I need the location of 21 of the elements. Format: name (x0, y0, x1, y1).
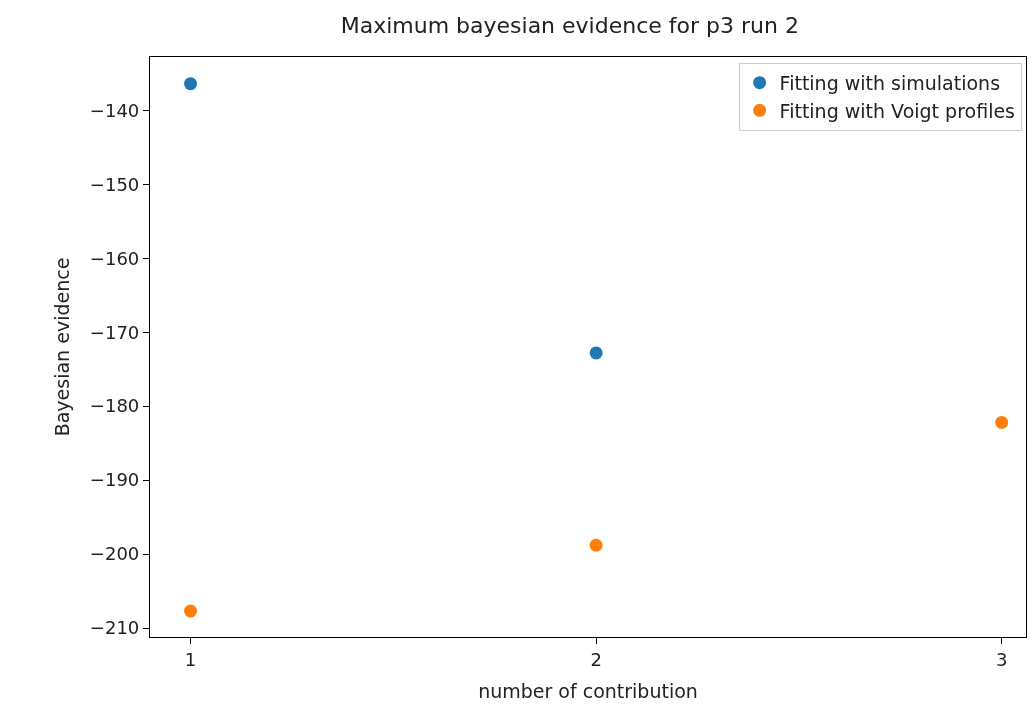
point (589, 346, 603, 360)
y-tick-label: −190 (89, 469, 140, 491)
y-tick-label: −200 (89, 543, 140, 565)
y-axis-title: Bayesian evidence (50, 257, 73, 437)
y-tick-label: −210 (89, 617, 140, 639)
x-axis-title: number of contribution (478, 679, 698, 702)
y-tick-label: −150 (89, 173, 140, 195)
y-tick-label: −180 (89, 395, 140, 417)
legend-label: Fitting with Voigt profiles (779, 99, 1016, 122)
point (184, 604, 198, 618)
point (995, 415, 1009, 429)
point (184, 77, 198, 91)
point (589, 538, 603, 552)
legend-label: Fitting with simulations (779, 72, 1001, 95)
x-tick-label: 2 (590, 648, 602, 670)
chart-title: Maximum bayesian evidence for p3 run 2 (340, 13, 799, 39)
x-tick-label: 1 (184, 648, 197, 670)
y-tick-label: −140 (89, 99, 140, 121)
y-tick-label: −160 (89, 247, 140, 269)
x-tick-label: 3 (995, 648, 1008, 670)
y-tick-label: −170 (89, 321, 140, 343)
